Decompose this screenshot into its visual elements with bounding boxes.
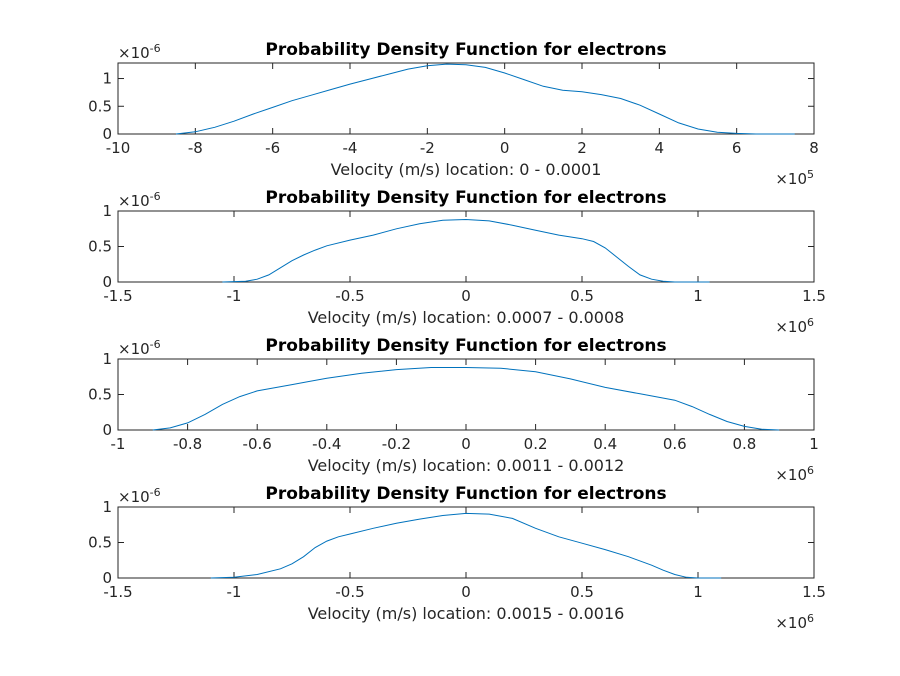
y-tick-label: 0	[102, 569, 112, 587]
y-tick-label: 0	[102, 125, 112, 143]
x-tick-label: -1	[227, 583, 242, 601]
y-tick-label: 0.5	[88, 97, 112, 115]
plot-frame	[117, 210, 815, 283]
x-tick-label: 1.5	[802, 287, 826, 305]
y-tick-label: 1	[102, 202, 112, 220]
x-tick-label: -1	[111, 435, 126, 453]
y-tick-label: 0	[102, 421, 112, 439]
x-axis-label: Velocity (m/s) location: 0.0011 - 0.0012	[308, 456, 625, 475]
x-tick-label: -0.5	[335, 287, 364, 305]
y-exponent-label: ×10-6	[118, 190, 161, 210]
x-tick-label: -1.5	[103, 287, 132, 305]
x-tick-label: -10	[106, 139, 131, 157]
pdf-curve-series-1	[152, 367, 780, 431]
x-tick-label: -1.5	[103, 583, 132, 601]
y-tick-label: 0.5	[88, 534, 112, 552]
axes-3: Probability Density Function for electro…	[88, 336, 819, 484]
x-tick-label: -0.5	[335, 583, 364, 601]
x-tick-label: 2	[577, 139, 587, 157]
x-tick-label: 0	[461, 435, 471, 453]
x-tick-label: 6	[732, 139, 742, 157]
y-tick-label: 0.5	[88, 238, 112, 256]
x-tick-label: 8	[809, 139, 819, 157]
y-exponent-label: ×10-6	[118, 42, 161, 62]
y-exponent-label: ×10-6	[118, 338, 161, 358]
plot-frame	[117, 358, 815, 431]
x-tick-label: -0.2	[382, 435, 411, 453]
x-tick-label: -0.4	[312, 435, 341, 453]
x-tick-label: -6	[265, 139, 280, 157]
x-tick-label: -4	[343, 139, 358, 157]
axes-1: Probability Density Function for electro…	[88, 40, 819, 188]
x-tick-label: -0.6	[243, 435, 272, 453]
chart-title: Probability Density Function for electro…	[265, 40, 666, 60]
x-tick-label: 0	[500, 139, 510, 157]
axes-2: Probability Density Function for electro…	[88, 188, 826, 336]
y-tick-label: 1	[102, 70, 112, 88]
x-tick-label: -2	[420, 139, 435, 157]
pdf-curve-series-1	[210, 512, 722, 579]
x-tick-label: 0	[461, 287, 471, 305]
x-tick-label: -8	[188, 139, 203, 157]
x-tick-label: 0.5	[570, 583, 594, 601]
x-tick-label: 1.5	[802, 583, 826, 601]
y-tick-label: 1	[102, 350, 112, 368]
x-exponent-label: ×105	[775, 168, 814, 188]
x-tick-label: 1	[809, 435, 819, 453]
x-tick-label: 0.6	[663, 435, 687, 453]
x-tick-label: -1	[227, 287, 242, 305]
x-exponent-label: ×106	[775, 316, 814, 336]
y-tick-label: 0	[102, 273, 112, 291]
x-tick-label: 0	[461, 583, 471, 601]
y-exponent-label: ×10-6	[118, 486, 161, 506]
axes-4: Probability Density Function for electro…	[88, 484, 826, 632]
chart-title: Probability Density Function for electro…	[265, 188, 666, 208]
x-exponent-label: ×106	[775, 464, 814, 484]
x-exponent-label: ×106	[775, 612, 814, 632]
pdf-curve-series-1	[175, 63, 795, 135]
x-axis-label: Velocity (m/s) location: 0.0007 - 0.0008	[308, 308, 625, 327]
plot-frame	[117, 62, 815, 135]
x-tick-label: 0.5	[570, 287, 594, 305]
x-axis-label: Velocity (m/s) location: 0 - 0.0001	[331, 160, 602, 179]
chart-title: Probability Density Function for electro…	[265, 484, 666, 504]
y-tick-label: 1	[102, 498, 112, 516]
x-tick-label: 0.8	[732, 435, 756, 453]
chart-title: Probability Density Function for electro…	[265, 336, 666, 356]
y-tick-label: 0.5	[88, 386, 112, 404]
x-tick-label: 0.2	[524, 435, 548, 453]
x-tick-label: 1	[693, 583, 703, 601]
x-tick-label: 1	[693, 287, 703, 305]
x-tick-label: 4	[655, 139, 665, 157]
x-tick-label: -0.8	[173, 435, 202, 453]
x-axis-label: Velocity (m/s) location: 0.0015 - 0.0016	[308, 604, 625, 623]
plot-frame	[117, 506, 815, 579]
x-tick-label: 0.4	[593, 435, 617, 453]
pdf-curve-series-1	[222, 218, 710, 283]
